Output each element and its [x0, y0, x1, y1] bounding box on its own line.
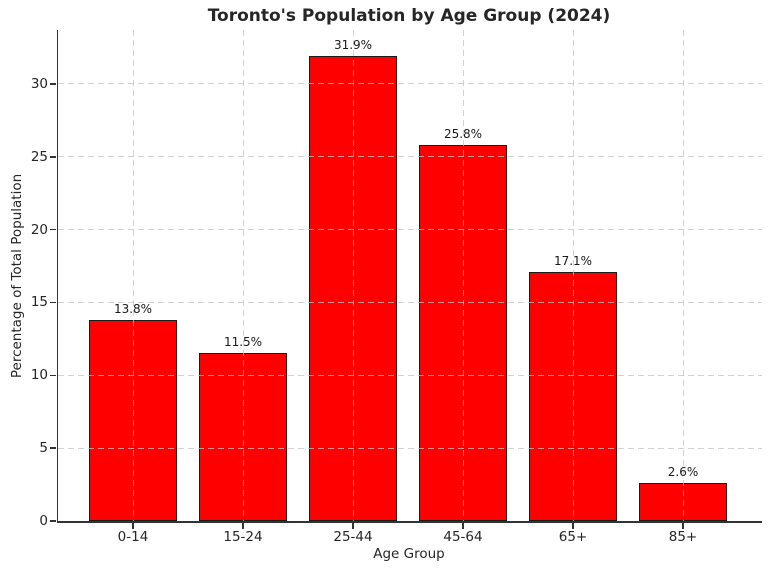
x-tick-mark	[132, 523, 134, 529]
bar-value-label: 2.6%	[667, 465, 699, 480]
chart-title: Toronto's Population by Age Group (2024)	[207, 6, 611, 26]
v-gridline	[572, 30, 574, 521]
y-tick-mark	[50, 83, 57, 85]
x-axis-label: Age Group	[373, 546, 445, 562]
v-gridline	[462, 30, 464, 521]
v-gridline	[682, 30, 684, 521]
y-tick-mark	[50, 156, 57, 158]
y-tick-mark	[50, 228, 57, 231]
h-gridline	[58, 229, 762, 231]
bar-value-label: 11.5%	[223, 335, 263, 350]
y-tick-mark	[50, 301, 57, 304]
v-gridline	[242, 30, 244, 521]
y-tick-label: 5	[39, 440, 48, 457]
bar-value-label: 25.8%	[443, 127, 483, 142]
bar-value-label: 17.1%	[553, 253, 593, 268]
h-gridline	[58, 301, 762, 303]
y-tick-label: 20	[30, 221, 48, 238]
y-tick-mark	[50, 374, 57, 377]
y-tick-label: 25	[30, 148, 48, 165]
y-tick-label: 10	[30, 367, 48, 384]
x-tick-label: 25-44	[333, 529, 373, 545]
x-tick-label: 15-24	[223, 529, 263, 545]
y-tick-label: 0	[39, 513, 48, 529]
y-tick-label: 30	[30, 75, 48, 92]
x-tick-label: 65+	[558, 529, 588, 545]
bar-value-label: 13.8%	[113, 301, 153, 316]
h-gridline	[58, 156, 762, 158]
x-tick-label: 45-64	[443, 529, 483, 545]
x-tick-mark	[572, 523, 574, 529]
x-tick-mark	[462, 523, 464, 529]
y-axis-label: Percentage of Total Population	[9, 173, 25, 379]
v-gridline	[352, 30, 354, 521]
x-tick-mark	[682, 523, 684, 529]
y-tick-mark	[50, 447, 57, 449]
h-gridline	[58, 447, 762, 449]
x-tick-label: 0-14	[117, 529, 149, 545]
h-gridline	[58, 374, 762, 376]
plot-area: 13.8% 11.5% 31.9% 25.8% 17.1% 2.6% 0 5 10 15 20 25 3…	[31, 30, 762, 545]
x-tick-mark	[352, 523, 354, 529]
h-gridline	[58, 83, 762, 85]
bar-value-label: 31.9%	[333, 38, 373, 53]
v-gridline	[132, 30, 134, 521]
y-tick-mark	[50, 520, 57, 522]
x-tick-label: 85+	[668, 529, 698, 545]
y-tick-label: 15	[30, 294, 48, 311]
x-tick-mark	[242, 523, 244, 529]
